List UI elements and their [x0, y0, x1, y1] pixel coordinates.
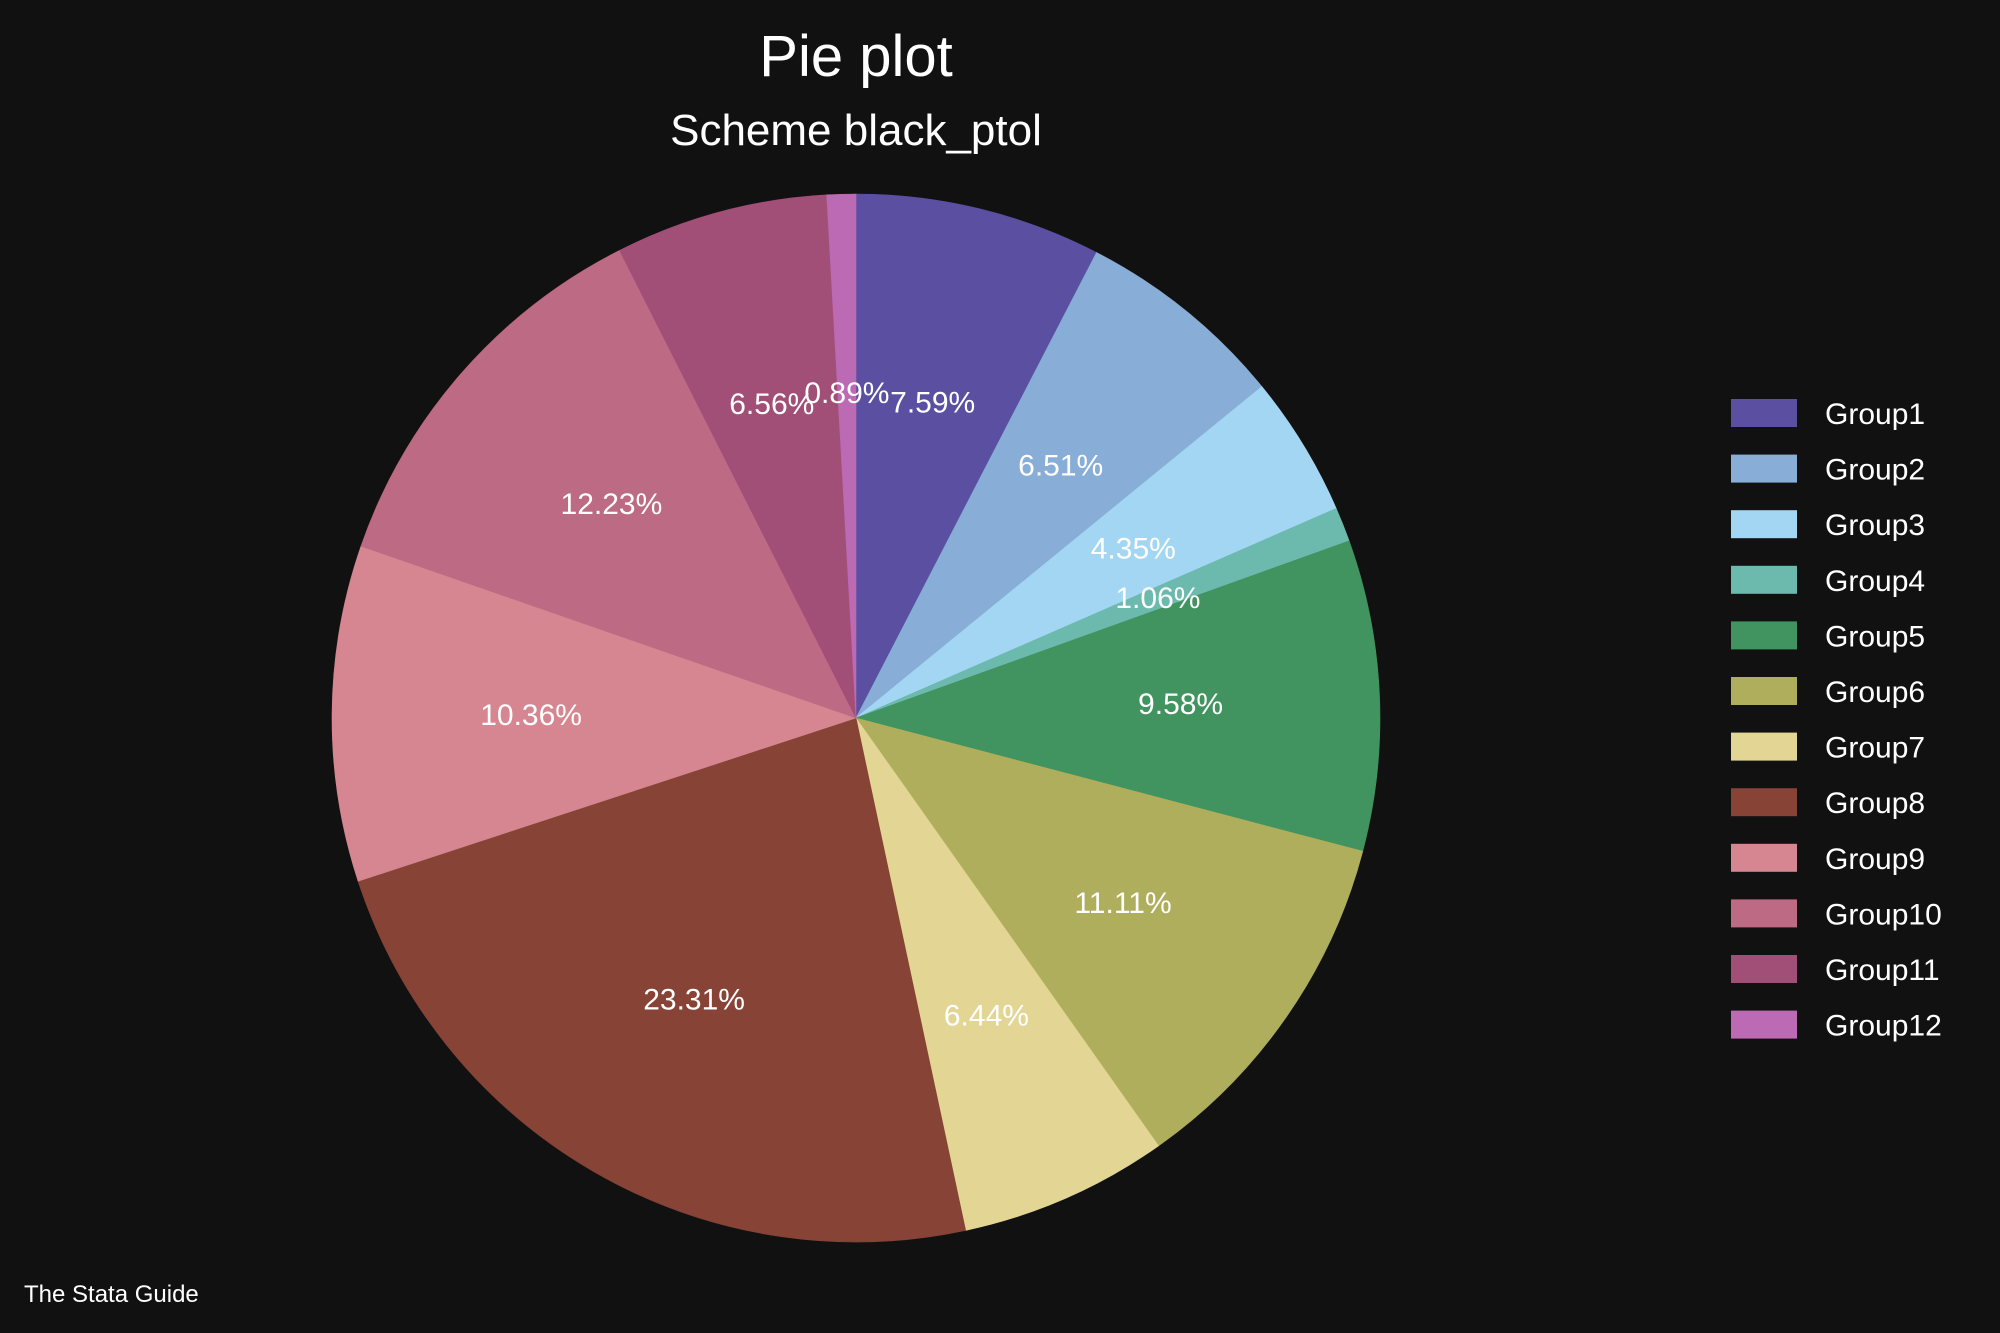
- legend-label-group5: Group5: [1825, 620, 1925, 653]
- chart-title: Pie plot: [759, 24, 952, 89]
- pie-slice-group2: [855, 252, 1263, 719]
- pie-slice-group1: [855, 193, 1097, 719]
- pie-slice-group12: [826, 193, 857, 719]
- legend-swatch-group10: [1731, 899, 1797, 928]
- legend-swatch-group12: [1731, 1010, 1797, 1039]
- legend-label-group6: Group6: [1825, 676, 1925, 709]
- pie-slice-group5: [854, 540, 1381, 852]
- legend-label-group1: Group1: [1825, 398, 1925, 431]
- legend-label-group2: Group2: [1825, 454, 1925, 487]
- pie-slice-label-group11: 6.56%: [729, 388, 814, 421]
- pie-slice-labels: 7.59% 6.51% 4.35% 1.06% 9.58% 11.11% 6.44% 23.3…: [480, 377, 1223, 1032]
- pie-slice-group10: [360, 249, 857, 719]
- pie-slice-label-group4: 1.06%: [1115, 582, 1200, 615]
- legend-swatch-group11: [1731, 955, 1797, 983]
- legend-label-group12: Group12: [1825, 1010, 1942, 1043]
- pie-slice-label-group12: 0.89%: [804, 377, 889, 410]
- legend-label-group11: Group11: [1825, 954, 1940, 987]
- chart-note: The Stata Guide: [24, 1281, 199, 1308]
- legend-label-group7: Group7: [1825, 732, 1925, 765]
- legend-swatch-group8: [1731, 788, 1797, 817]
- legend-swatch-group1: [1731, 399, 1797, 427]
- pie-slice-group6: [855, 717, 1364, 1147]
- pie-slice-label-group8: 23.31%: [643, 984, 745, 1017]
- pie-slice-group8: [357, 717, 967, 1243]
- legend-swatch-group9: [1731, 843, 1797, 872]
- legend-swatch-group7: [1731, 732, 1797, 761]
- legend-label-group9: Group9: [1825, 843, 1925, 876]
- legend-swatch-group2: [1731, 454, 1797, 483]
- legend-swatch-group4: [1731, 565, 1797, 594]
- pie-slice-label-group10: 12.23%: [561, 488, 663, 521]
- pie-slice-label-group3: 4.35%: [1091, 533, 1176, 566]
- pie-slice-group9: [331, 545, 857, 882]
- pie-slice-group11: [619, 194, 857, 719]
- pie-slice-label-group1: 7.59%: [890, 386, 975, 419]
- legend: Group1 Group2 Group3 Group4 Group5 Group6 Grou…: [1731, 398, 1942, 1043]
- legend-swatch-group6: [1731, 677, 1797, 705]
- pie-slice-label-group6: 11.11%: [1074, 887, 1171, 920]
- legend-swatch-group3: [1731, 510, 1797, 539]
- pie-slice-label-group7: 6.44%: [944, 1000, 1029, 1033]
- pie-slice-label-group5: 9.58%: [1138, 688, 1223, 721]
- legend-label-group8: Group8: [1825, 787, 1925, 820]
- legend-label-group10: Group10: [1825, 898, 1942, 931]
- legend-label-group3: Group3: [1825, 509, 1925, 542]
- pie-slice-group7: [855, 717, 1159, 1231]
- chart-subtitle: Scheme black_ptol: [670, 106, 1042, 155]
- pie-slices: [331, 193, 1381, 1243]
- pie-slice-label-group2: 6.51%: [1018, 450, 1103, 483]
- legend-swatch-group5: [1731, 621, 1797, 650]
- legend-label-group4: Group4: [1825, 565, 1925, 598]
- pie-slice-label-group9: 10.36%: [480, 699, 582, 732]
